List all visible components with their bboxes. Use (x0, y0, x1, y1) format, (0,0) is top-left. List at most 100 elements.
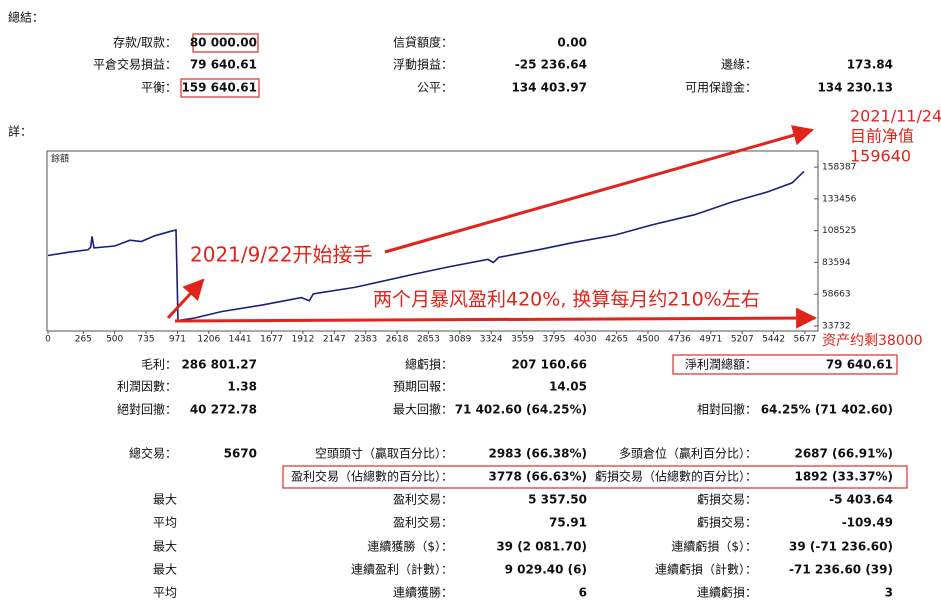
annotation: 2021/9/22开始接手 (190, 243, 373, 267)
y-tick-label: 83594 (822, 258, 851, 268)
x-tick-label: 1441 (229, 335, 252, 345)
label: 盈利交易（佔總數的百分比）： (291, 469, 453, 484)
x-tick-label: 2147 (323, 335, 346, 345)
x-tick-label: 265 (75, 335, 92, 345)
label: 盈利交易： (393, 492, 453, 507)
value: 80 000.00 (190, 36, 257, 50)
label: 利潤因數： (117, 380, 177, 394)
value: 1892 (33.37%) (794, 470, 893, 484)
label: 預期回報： (393, 380, 453, 394)
section-title: 詳： (8, 124, 32, 139)
value: 71 402.60 (64.25%) (455, 403, 587, 417)
x-tick-label: 4500 (637, 335, 660, 345)
highlight-box (192, 33, 259, 53)
annotation: 159640 (850, 147, 911, 166)
label: 邊緣： (721, 58, 757, 72)
value: 207 160.66 (511, 358, 587, 372)
value: 9 029.40 (6) (505, 563, 587, 577)
x-tick-label: 735 (137, 335, 154, 345)
label: 連續虧損（$）： (671, 539, 757, 554)
x-tick-label: 4736 (668, 335, 691, 345)
value: 79 640.61 (826, 358, 893, 372)
value: 5 357.50 (528, 493, 587, 507)
x-tick-label: 1206 (197, 335, 220, 345)
label: 虧損交易（佔總數的百分比）： (595, 469, 757, 484)
label: 最大 (153, 563, 177, 577)
annotation: 资产约剩38000 (822, 333, 923, 349)
label: 多頭倉位（贏利百分比）： (619, 446, 757, 461)
x-tick-label: 3559 (511, 335, 534, 345)
x-tick-label: 4971 (699, 335, 722, 345)
y-tick-label: 33732 (822, 321, 851, 331)
label: 連續虧損（計數）： (655, 562, 757, 577)
plot: 33732 58663 83594 108525 133456 158387 0 265 500… (45, 163, 856, 345)
annotation: 两个月暴风盈利420%, 换算每月约210%左右 (373, 289, 760, 311)
x-tick-label: 971 (169, 335, 186, 345)
value: -5 403.64 (829, 493, 893, 507)
value: 75.91 (549, 516, 587, 530)
value: -25 236.64 (515, 58, 587, 72)
value: 2687 (66.91%) (794, 447, 893, 461)
section-title: 總結： (8, 10, 44, 25)
x-tick-label: 5677 (793, 335, 816, 345)
label: 淨利潤總額： (685, 357, 757, 372)
value: 6 (579, 586, 587, 600)
label: 平均 (153, 586, 177, 600)
label: 浮動損益： (393, 57, 453, 72)
label: 虧損交易： (697, 492, 757, 507)
y-tick-label: 108525 (822, 226, 856, 236)
x-tick-label: 0 (45, 335, 51, 345)
value: 173.84 (847, 58, 893, 72)
highlight-box (180, 78, 260, 98)
x-tick-label: 1912 (291, 335, 314, 345)
value: 134 230.13 (817, 81, 893, 95)
chart-title: 餘額 (51, 153, 69, 165)
label: 信貸額度： (393, 35, 453, 50)
x-tick-label: 4265 (605, 335, 628, 345)
arrow (384, 125, 815, 254)
value: 2983 (66.38%) (488, 447, 587, 461)
label: 虧損交易： (697, 515, 757, 530)
y-tick-label: 158387 (822, 163, 856, 173)
x-tick-label: 5442 (762, 335, 785, 345)
x-tick-label: 500 (106, 335, 123, 345)
y-tick-label: 133456 (822, 194, 857, 204)
value: 1.38 (227, 380, 257, 394)
label: 空頭頭寸（贏取百分比）： (315, 446, 453, 461)
label: 連續虧損： (697, 585, 757, 600)
arrow (174, 307, 818, 329)
value: 3778 (66.63%) (488, 470, 587, 484)
value: 3 (885, 586, 893, 600)
label: 總虧損： (405, 357, 453, 372)
value: -109.49 (842, 516, 893, 530)
label: 公平： (417, 81, 453, 95)
value: 39 (2 081.70) (496, 540, 587, 554)
label: 平衡： (141, 81, 177, 95)
label: 可用保證金： (685, 80, 757, 95)
label: 平倉交易損益： (93, 57, 177, 72)
value: 64.25% (71 402.60) (761, 403, 893, 417)
value: 286 801.27 (181, 358, 257, 372)
annotation: 2021/11/24 (850, 107, 941, 126)
x-tick-label: 2383 (354, 335, 377, 345)
value: -71 236.60 (39) (789, 563, 893, 577)
label: 相對回撤： (697, 402, 757, 417)
label: 連續獲勝： (393, 585, 453, 600)
label: 連續盈利（計數）： (351, 562, 453, 577)
label: 絕對回撤： (117, 402, 177, 417)
highlight-box (282, 465, 908, 489)
label: 最大 (153, 493, 177, 507)
x-tick-label: 2618 (386, 335, 409, 345)
x-tick-label: 3089 (448, 335, 471, 345)
arrow (166, 278, 205, 320)
x-tick-label: 1677 (260, 335, 283, 345)
value: 40 272.78 (190, 403, 257, 417)
value: 79 640.61 (190, 58, 257, 72)
label: 最大回撤： (393, 402, 453, 417)
label: 毛利： (141, 358, 177, 372)
y-tick-label: 58663 (822, 290, 851, 300)
label: 最大 (153, 540, 177, 554)
x-tick-label: 4030 (574, 335, 597, 345)
